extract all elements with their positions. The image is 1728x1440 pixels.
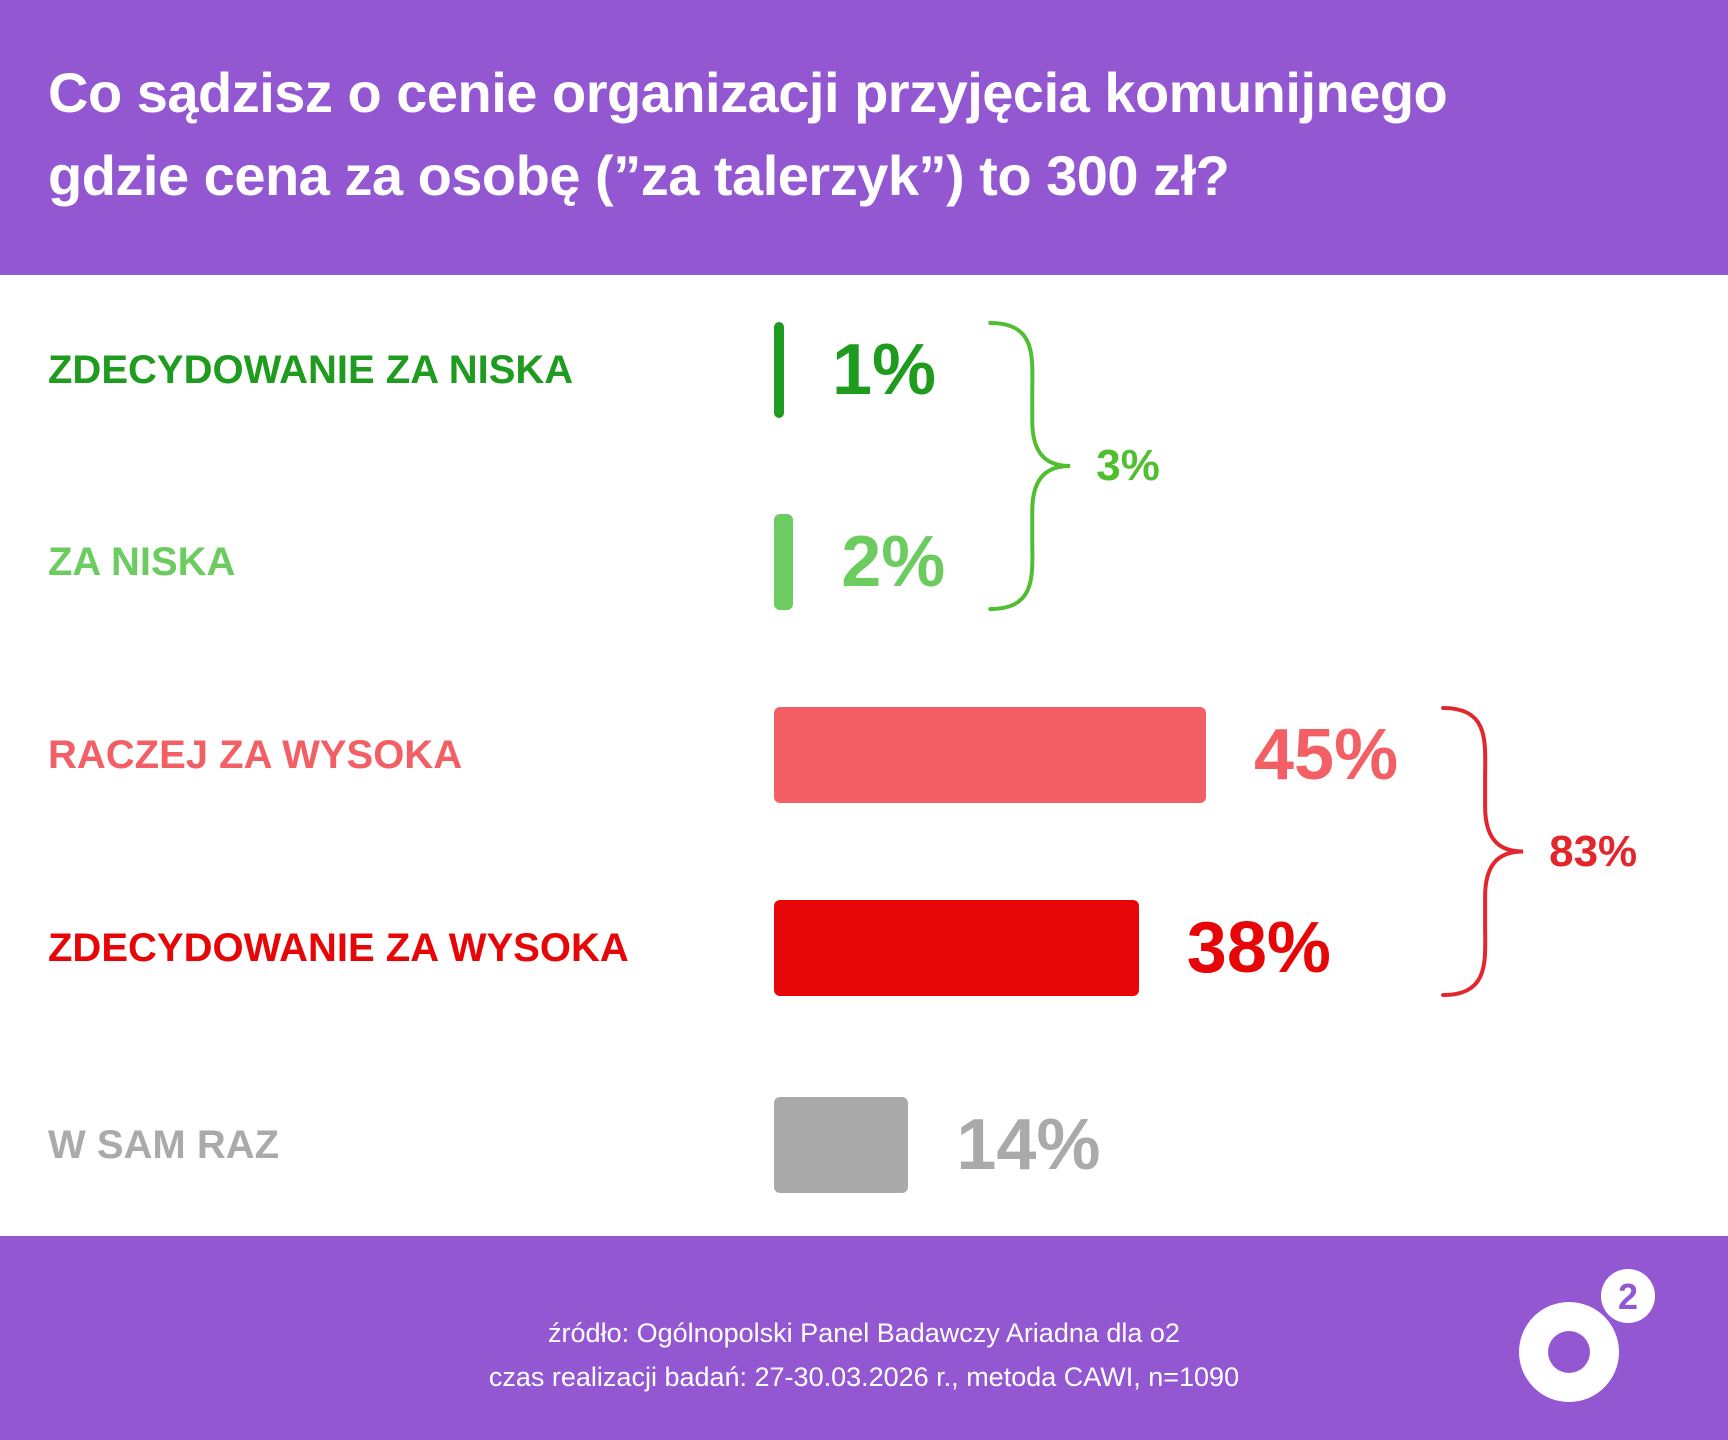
category-label-raczej-za-wysoka: RACZEJ ZA WYSOKA bbox=[48, 733, 463, 777]
logo-superscript: 2 bbox=[1618, 1276, 1638, 1317]
group-label-1: 83% bbox=[1549, 826, 1638, 876]
category-label-zdecydowanie-za-wysoka: ZDECYDOWANIE ZA WYSOKA bbox=[48, 926, 629, 970]
source-text: źródło: Ogólnopolski Panel Badawczy Aria… bbox=[548, 1318, 1180, 1348]
bar-zdecydowanie-za-niska bbox=[774, 322, 784, 418]
bar-zdecydowanie-za-wysoka bbox=[774, 900, 1139, 996]
bar-w-sam-raz bbox=[774, 1097, 909, 1193]
method-text: czas realizacji badań: 27-30.03.2026 r.,… bbox=[488, 1362, 1240, 1392]
group-label-0: 3% bbox=[1096, 441, 1160, 490]
value-label-zdecydowanie-za-niska: 1% bbox=[832, 330, 937, 410]
group-brace-1 bbox=[1441, 706, 1524, 997]
category-label-zdecydowanie-za-niska: ZDECYDOWANIE ZA NISKA bbox=[48, 348, 574, 392]
category-label-za-niska: ZA NISKA bbox=[48, 540, 236, 584]
bar-raczej-za-wysoka bbox=[774, 707, 1206, 803]
header-banner: Co sądzisz o cenie organizacji przyjęcia… bbox=[0, 0, 1728, 275]
category-label-w-sam-raz: W SAM RAZ bbox=[48, 1123, 280, 1167]
value-label-w-sam-raz: 14% bbox=[956, 1105, 1101, 1185]
value-label-zdecydowanie-za-wysoka: 38% bbox=[1186, 908, 1331, 988]
footer-banner: źródło: Ogólnopolski Panel Badawczy Aria… bbox=[0, 1236, 1728, 1440]
bar-za-niska bbox=[774, 514, 794, 610]
group-brace-0 bbox=[988, 321, 1071, 611]
o2-logo: 2 bbox=[1519, 1269, 1655, 1402]
value-label-za-niska: 2% bbox=[841, 522, 946, 602]
value-label-raczej-za-wysoka: 45% bbox=[1254, 715, 1399, 795]
chart-title-line-1: Co sądzisz o cenie organizacji przyjęcia… bbox=[48, 61, 1448, 124]
chart-title-line-2: gdzie cena za osobę (”za talerzyk”) to 3… bbox=[48, 144, 1230, 207]
